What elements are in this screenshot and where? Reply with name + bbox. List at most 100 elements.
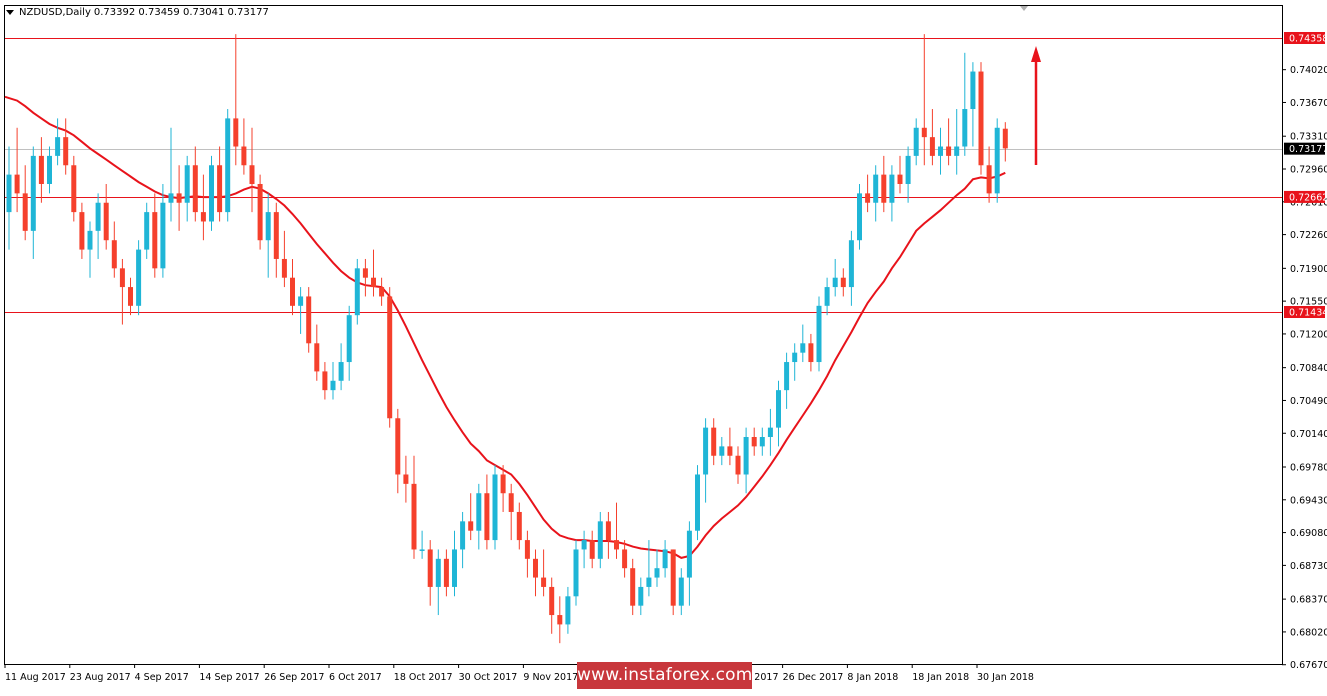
candle-body: [638, 586, 644, 606]
x-tick-label: 30 Jan 2018: [977, 672, 1034, 683]
candle: [452, 530, 457, 597]
candle-body: [443, 558, 449, 587]
candle: [249, 127, 255, 213]
candle: [192, 146, 198, 222]
candle: [298, 287, 304, 334]
candle-body: [929, 137, 935, 156]
candle: [435, 549, 441, 616]
candle-body: [152, 212, 158, 269]
candle: [889, 165, 895, 222]
candle: [362, 258, 368, 297]
candle: [387, 287, 393, 428]
candle-body: [946, 146, 952, 156]
dropdown-triangle-icon[interactable]: [6, 10, 14, 15]
candle-body: [508, 493, 514, 512]
candle-body: [55, 137, 61, 156]
candle-body: [889, 174, 895, 203]
candle: [808, 333, 814, 372]
candle: [265, 193, 271, 278]
candle-body: [209, 165, 214, 222]
candle: [209, 155, 214, 231]
candle-body: [281, 258, 287, 278]
candle: [30, 146, 36, 259]
candle: [371, 249, 376, 297]
x-tick-label: 8 Jan 2018: [847, 672, 898, 683]
candle-body: [581, 540, 587, 550]
candle: [460, 511, 466, 569]
y-tick-label: 0.68020: [1290, 627, 1327, 638]
candle-body: [346, 315, 352, 363]
y-tick-label: 0.69430: [1290, 495, 1327, 506]
x-tick-label: 4 Sep 2017: [135, 672, 189, 683]
candle-body: [492, 474, 498, 541]
candle: [322, 362, 328, 400]
candle-body: [411, 483, 417, 550]
candle: [379, 277, 385, 306]
candle-body: [800, 343, 806, 353]
candle: [111, 221, 117, 278]
candle-body: [298, 296, 304, 306]
candle: [670, 549, 676, 616]
candle: [168, 127, 174, 222]
candle: [776, 380, 781, 447]
candle-body: [241, 146, 247, 166]
y-tick-label: 0.74020: [1290, 65, 1327, 76]
candle-body: [476, 493, 482, 531]
candle: [824, 277, 830, 316]
candle-body: [71, 165, 77, 213]
candle-body: [395, 418, 401, 475]
current-price-tag: [1284, 142, 1325, 155]
candle-body: [970, 71, 976, 110]
x-tick-label: 30 Oct 2017: [459, 672, 518, 683]
y-tick-label: 0.72260: [1290, 230, 1327, 241]
y-tick-label: 0.73310: [1290, 132, 1327, 143]
candle-body: [897, 174, 903, 184]
candle-body: [905, 155, 911, 184]
candle-body: [387, 296, 393, 419]
level-price-tag: [1284, 306, 1325, 318]
candle-body: [751, 437, 757, 447]
candle: [395, 408, 401, 494]
ohlc-values: 0.73392 0.73459 0.73041 0.73177: [93, 7, 269, 18]
candle: [654, 549, 660, 587]
candle-body: [119, 268, 125, 288]
candle-body: [95, 202, 101, 231]
candle: [581, 530, 587, 569]
candle-body: [808, 343, 814, 363]
candle: [686, 521, 692, 606]
scroll-marker-icon[interactable]: [1020, 6, 1028, 11]
candle: [22, 165, 28, 241]
candle-body: [103, 202, 109, 241]
candle-body: [306, 296, 312, 344]
candle-body: [686, 530, 692, 578]
candle-body: [63, 137, 69, 166]
candle: [929, 109, 935, 166]
candle-body: [670, 549, 676, 606]
candle-body: [695, 474, 700, 531]
candle-body: [743, 437, 749, 475]
candle: [14, 127, 20, 213]
candle-body: [38, 155, 44, 184]
candle-body: [857, 193, 862, 241]
candle-body: [435, 558, 441, 587]
candle-body: [225, 118, 231, 213]
candle-body: [727, 446, 733, 456]
level-price-tag-text: 0.71434: [1289, 308, 1327, 319]
candle: [160, 183, 166, 278]
candle: [597, 511, 603, 569]
candle: [646, 540, 652, 597]
y-tick-label: 0.72960: [1290, 165, 1327, 176]
candle-body: [200, 212, 206, 222]
candle: [678, 568, 684, 616]
candle: [71, 155, 77, 222]
candle-body: [338, 362, 344, 381]
candle: [784, 352, 790, 409]
candle: [427, 540, 433, 606]
candle-body: [427, 549, 433, 587]
x-tick-label: 14 Sep 2017: [199, 672, 259, 683]
candle-body: [630, 568, 636, 606]
candle: [970, 62, 976, 147]
candle: [225, 109, 231, 222]
